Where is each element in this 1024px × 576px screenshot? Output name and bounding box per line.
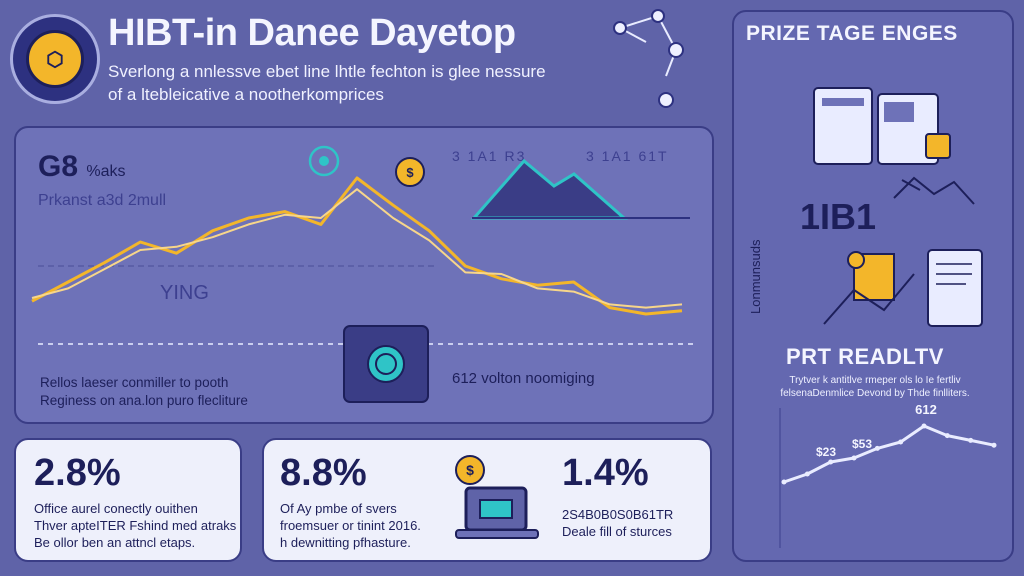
sidebar-text-line: Trytver k antitlve rmeper ols lo Ie fert…	[789, 375, 961, 386]
document-icon	[927, 249, 983, 327]
caption-left-line-2: Reginess on ana.lon puro flecliture	[40, 393, 248, 408]
page-title: HIBT-in Danee Dayetop	[108, 12, 516, 54]
point-label: $23	[816, 445, 836, 459]
data-point	[874, 445, 880, 451]
hero-suffix: %aks	[86, 163, 126, 180]
subtitle-line-2: of a ltebleicative a nootherkomprices	[108, 85, 384, 104]
page-subtitle: Sverlong a nnlessve ebet line lhtle fech…	[108, 60, 648, 106]
hero-label: G8 %aks	[38, 150, 126, 184]
data-point	[968, 437, 974, 443]
svg-text:$: $	[406, 165, 414, 180]
peak-label: 612	[915, 402, 937, 417]
series-line	[783, 424, 995, 484]
logo-core: ⬡	[26, 30, 84, 88]
dollar-coin-icon	[455, 455, 485, 485]
laptop-icon: $	[455, 455, 539, 539]
caption-left: Rellos laeser conmiller to pooth Regines…	[40, 374, 248, 410]
stat-description: 2S4B0B0S0B61TR Deale fill of sturces	[562, 506, 673, 540]
series-line	[31, 176, 683, 316]
main-line-chart: $	[31, 145, 694, 403]
data-point	[781, 479, 787, 485]
stat-description: Of Ay pmbe of svers froemsuer or tinint …	[280, 500, 421, 551]
data-point	[804, 471, 810, 477]
stat-card-1: 2.8% Office aurel conectly ouithen Thver…	[14, 438, 242, 562]
data-point	[921, 423, 927, 429]
stat-card-2: 8.8% Of Ay pmbe of svers froemsuer or ti…	[262, 438, 712, 562]
stat-desc-line: Thver apteITER Fshind med atraks	[34, 518, 237, 533]
sidebar-illustration	[813, 87, 983, 327]
series-line	[31, 188, 683, 309]
molecule-icon	[613, 9, 684, 108]
sidebar-vertical-label: Lonmunsuds	[748, 239, 763, 314]
sidebar-heading-2: PRT READLTV	[786, 344, 944, 369]
point-label: $53	[852, 437, 872, 451]
mountain-icon	[470, 158, 690, 220]
svg-text:$: $	[466, 462, 474, 478]
chip-icon	[925, 133, 951, 159]
sidebar-heading: PRIZE TAGE ENGES	[746, 22, 958, 45]
sidebar-big-code: 1IB1	[800, 196, 877, 237]
stat-description: Office aurel conectly ouithen Thver apte…	[34, 500, 236, 551]
data-point	[991, 442, 997, 448]
stat-desc-line: Deale fill of sturces	[562, 524, 672, 539]
caption-right: 612 volton noomiging	[452, 370, 595, 387]
stat-desc-line: Office aurel conectly ouithen	[34, 501, 198, 516]
stat-value: 1.4%	[562, 452, 649, 494]
coin-icon: $	[395, 157, 425, 187]
subtitle-line-1: Sverlong a nnlessve ebet line lhtle fech…	[108, 62, 546, 81]
data-point	[944, 433, 950, 439]
stat-desc-line: Of Ay pmbe of svers	[280, 501, 397, 516]
data-point	[828, 459, 834, 465]
stat-desc-line: 2S4B0B0S0B61TR	[562, 507, 674, 522]
top-code-left: 3 1A1 R3	[452, 148, 527, 164]
stat-value: 2.8%	[34, 452, 121, 494]
data-point	[898, 439, 904, 445]
chip-icon	[343, 325, 429, 403]
coin-stack-icon	[847, 251, 895, 301]
sidebar-line-chart: 612 $23 $53	[779, 402, 997, 548]
main-chart-grid	[38, 265, 694, 345]
sidebar-text: Trytver k antitlve rmeper ols lo Ie fert…	[752, 374, 998, 400]
hexagon-logo-icon: ⬡	[10, 14, 100, 104]
stat-desc-line: Be ollor ben an attncl etaps.	[34, 535, 196, 550]
stat-value: 8.8%	[280, 452, 367, 494]
stat-desc-line: h dewnitting pfhasture.	[280, 535, 411, 550]
top-code-right: 3 1A1 61T	[586, 148, 669, 164]
stat-desc-line: froemsuer or tinint 2016.	[280, 518, 421, 533]
document-icon	[813, 87, 939, 165]
caption-left-line-1: Rellos laeser conmiller to pooth	[40, 375, 229, 390]
faded-mid-label: YING	[160, 282, 209, 304]
hero-value: G8	[38, 150, 79, 183]
sidebar-text-line: felsenaDenmlice Devond by Thde finlliter…	[780, 388, 970, 399]
data-point	[851, 455, 857, 461]
target-icon	[308, 145, 340, 177]
faded-label: Prkanst a3d 2mull	[38, 192, 167, 209]
